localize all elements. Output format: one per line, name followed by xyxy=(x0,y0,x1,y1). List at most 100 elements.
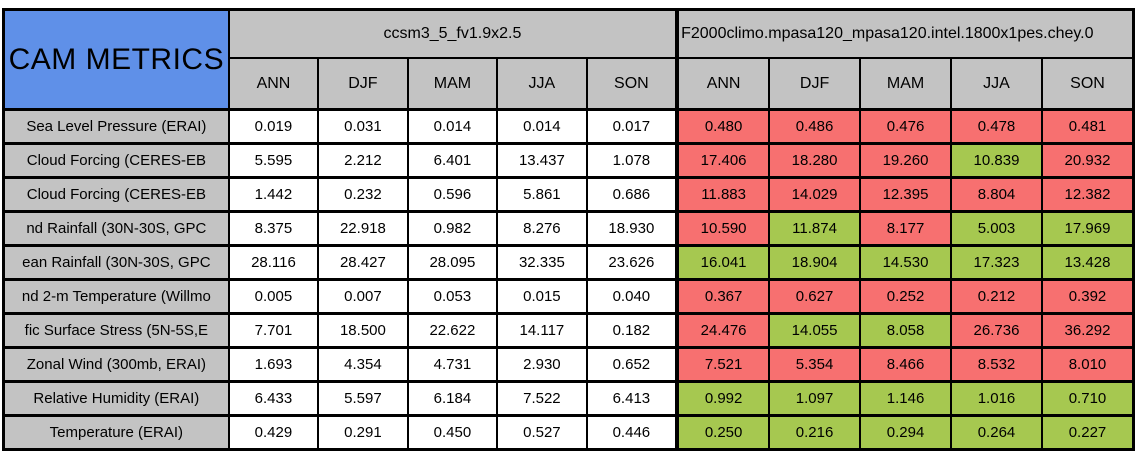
metric-value-cell: 6.413 xyxy=(585,380,679,417)
metric-value-cell: 0.480 xyxy=(675,108,771,145)
metric-value-cell: 0.446 xyxy=(585,414,679,451)
season-header: SON xyxy=(585,57,679,111)
metric-label: Zonal Wind (300mb, ERAI) xyxy=(2,346,230,383)
table-row: Temperature (ERAI) 0.429 0.291 0.450 0.527 0.… xyxy=(2,414,1135,451)
metrics-table-body: Sea Level Pressure (ERAI) 0.019 0.031 0.014… xyxy=(2,108,1135,451)
metric-value-cell: 26.736 xyxy=(950,312,1043,349)
metric-label: fic Surface Stress (5N-5S,E xyxy=(2,312,230,349)
metric-value-cell: 1.146 xyxy=(859,380,953,417)
metric-value-cell: 0.250 xyxy=(675,414,771,451)
metric-value-cell: 11.883 xyxy=(675,176,771,213)
metric-value-cell: 0.031 xyxy=(317,108,409,145)
metric-value-cell: 13.428 xyxy=(1040,244,1135,281)
metric-value-cell: 17.969 xyxy=(1040,210,1135,247)
metric-value-cell: 16.041 xyxy=(675,244,771,281)
metric-value-cell: 1.097 xyxy=(768,380,862,417)
season-header: MAM xyxy=(859,57,953,111)
metric-value-cell: 0.182 xyxy=(585,312,679,349)
metric-label: Cloud Forcing (CERES-EB xyxy=(2,142,230,179)
metric-value-cell: 0.992 xyxy=(675,380,771,417)
metric-value-cell: 17.406 xyxy=(675,142,771,179)
metric-value-cell: 28.095 xyxy=(406,244,499,281)
metric-value-cell: 0.007 xyxy=(317,278,409,315)
table-row: ean Rainfall (30N-30S, GPC 28.116 28.427 28… xyxy=(2,244,1135,281)
table-title: CAM METRICS xyxy=(2,8,230,111)
metric-value-cell: 6.401 xyxy=(406,142,499,179)
metric-value-cell: 0.232 xyxy=(317,176,409,213)
metric-value-cell: 12.395 xyxy=(859,176,953,213)
metric-value-cell: 20.932 xyxy=(1040,142,1135,179)
metric-value-cell: 23.626 xyxy=(585,244,679,281)
metric-value-cell: 0.015 xyxy=(496,278,588,315)
metric-value-cell: 8.058 xyxy=(859,312,953,349)
metric-value-cell: 18.930 xyxy=(585,210,679,247)
table-row: fic Surface Stress (5N-5S,E 7.701 18.500 22… xyxy=(2,312,1135,349)
metric-value-cell: 28.427 xyxy=(317,244,409,281)
metric-value-cell: 6.184 xyxy=(406,380,499,417)
metric-value-cell: 0.227 xyxy=(1040,414,1135,451)
table-row: Cloud Forcing (CERES-EB 5.595 2.212 6.401 13… xyxy=(2,142,1135,179)
table-row: Sea Level Pressure (ERAI) 0.019 0.031 0.014… xyxy=(2,108,1135,145)
metric-value-cell: 8.010 xyxy=(1040,346,1135,383)
metric-value-cell: 6.433 xyxy=(227,380,320,417)
metric-value-cell: 0.710 xyxy=(1040,380,1135,417)
season-header: JJA xyxy=(950,57,1043,111)
metric-value-cell: 0.216 xyxy=(768,414,862,451)
metric-value-cell: 0.982 xyxy=(406,210,499,247)
metric-value-cell: 0.053 xyxy=(406,278,499,315)
group-header-row: CAM METRICS ccsm3_5_fv1.9x2.5 F2000climo… xyxy=(2,8,1135,111)
season-header: MAM xyxy=(406,57,499,111)
metric-value-cell: 14.055 xyxy=(768,312,862,349)
metric-value-cell: 8.276 xyxy=(496,210,588,247)
metric-value-cell: 2.930 xyxy=(496,346,588,383)
metric-value-cell: 0.212 xyxy=(950,278,1043,315)
metric-value-cell: 1.078 xyxy=(585,142,679,179)
metric-value-cell: 12.382 xyxy=(1040,176,1135,213)
metric-value-cell: 8.532 xyxy=(950,346,1043,383)
metric-value-cell: 0.652 xyxy=(585,346,679,383)
metric-value-cell: 18.904 xyxy=(768,244,862,281)
table-row: Relative Humidity (ERAI) 6.433 5.597 6.184 7… xyxy=(2,380,1135,417)
season-header: ANN xyxy=(227,57,320,111)
metric-value-cell: 14.029 xyxy=(768,176,862,213)
table-row: nd 2-m Temperature (Willmo 0.005 0.007 0.05… xyxy=(2,278,1135,315)
metric-value-cell: 10.590 xyxy=(675,210,771,247)
metric-value-cell: 24.476 xyxy=(675,312,771,349)
metric-value-cell: 0.527 xyxy=(496,414,588,451)
metric-value-cell: 0.686 xyxy=(585,176,679,213)
metric-value-cell: 19.260 xyxy=(859,142,953,179)
column-group-run1: ccsm3_5_fv1.9x2.5 xyxy=(227,8,679,59)
season-header-row: ANN DJF MAM JJA SON ANN DJF MAM JJA SON xyxy=(4,57,1135,111)
metric-value-cell: 0.627 xyxy=(768,278,862,315)
metric-value-cell: 0.294 xyxy=(859,414,953,451)
metric-value-cell: 7.521 xyxy=(675,346,771,383)
metric-value-cell: 7.522 xyxy=(496,380,588,417)
metric-value-cell: 8.466 xyxy=(859,346,953,383)
metric-value-cell: 7.701 xyxy=(227,312,320,349)
metric-label: nd Rainfall (30N-30S, GPC xyxy=(2,210,230,247)
metric-value-cell: 0.019 xyxy=(227,108,320,145)
metric-label: ean Rainfall (30N-30S, GPC xyxy=(2,244,230,281)
column-group-run2: F2000climo.mpasa120_mpasa120.intel.1800x… xyxy=(675,8,1135,59)
metric-value-cell: 32.335 xyxy=(496,244,588,281)
table-row: Cloud Forcing (CERES-EB 1.442 0.232 0.596 5.… xyxy=(2,176,1135,213)
metric-value-cell: 1.016 xyxy=(950,380,1043,417)
metric-value-cell: 1.693 xyxy=(227,346,320,383)
metric-value-cell: 8.375 xyxy=(227,210,320,247)
metric-value-cell: 0.005 xyxy=(227,278,320,315)
metric-value-cell: 13.437 xyxy=(496,142,588,179)
metric-value-cell: 11.874 xyxy=(768,210,862,247)
season-header: JJA xyxy=(496,57,588,111)
metric-value-cell: 0.040 xyxy=(585,278,679,315)
metric-value-cell: 4.731 xyxy=(406,346,499,383)
metric-value-cell: 28.116 xyxy=(227,244,320,281)
metric-value-cell: 4.354 xyxy=(317,346,409,383)
metric-label: Sea Level Pressure (ERAI) xyxy=(2,108,230,145)
metric-value-cell: 8.804 xyxy=(950,176,1043,213)
metric-value-cell: 0.014 xyxy=(406,108,499,145)
metric-label: nd 2-m Temperature (Willmo xyxy=(2,278,230,315)
metric-value-cell: 5.597 xyxy=(317,380,409,417)
metric-value-cell: 0.017 xyxy=(585,108,679,145)
table-row: Zonal Wind (300mb, ERAI) 1.693 4.354 4.731 2… xyxy=(2,346,1135,383)
